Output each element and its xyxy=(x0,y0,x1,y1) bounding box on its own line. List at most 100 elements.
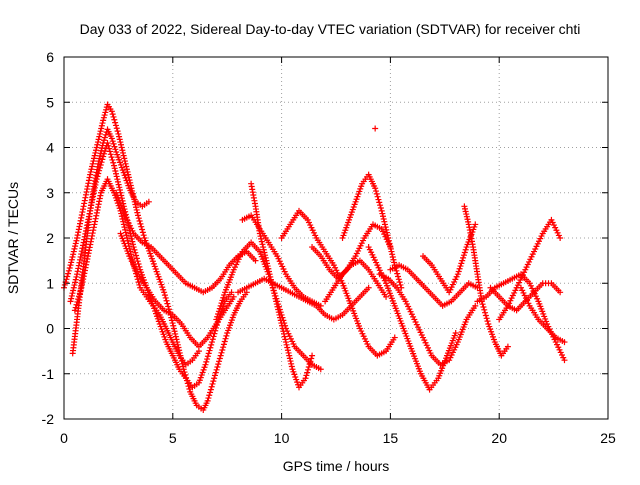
data-point-marker xyxy=(121,158,128,165)
data-point-marker xyxy=(135,261,142,268)
data-point-marker xyxy=(131,246,138,253)
data-point-marker xyxy=(278,320,285,327)
data-point-marker xyxy=(71,307,78,314)
data-point-marker xyxy=(482,312,489,319)
data-point-marker xyxy=(128,235,135,242)
data-point-marker xyxy=(377,202,384,209)
data-point-marker xyxy=(100,117,107,124)
data-point-marker xyxy=(286,352,293,359)
data-point-marker xyxy=(100,114,107,121)
data-point-marker xyxy=(270,287,277,294)
data-point-marker xyxy=(219,346,226,353)
data-point-marker xyxy=(504,343,511,350)
data-point-marker xyxy=(124,168,131,175)
data-point-marker xyxy=(136,218,143,225)
data-point-marker xyxy=(130,262,137,269)
x-tick-label: 25 xyxy=(600,430,616,446)
data-point-marker xyxy=(108,135,115,142)
data-point-marker xyxy=(387,245,394,252)
data-point-marker xyxy=(281,333,288,340)
data-point-marker xyxy=(70,287,77,294)
data-point-marker xyxy=(271,292,278,299)
data-point-marker xyxy=(472,221,479,228)
data-point-marker xyxy=(169,320,176,327)
data-point-marker xyxy=(68,292,75,299)
data-point-marker xyxy=(288,363,295,370)
data-point-marker xyxy=(483,315,490,322)
data-point-marker xyxy=(216,355,223,362)
data-point-marker xyxy=(108,154,115,161)
data-point-marker xyxy=(208,339,215,346)
data-point-marker xyxy=(267,273,274,280)
data-point-marker xyxy=(67,262,74,269)
data-point-marker xyxy=(455,268,462,275)
data-point-marker xyxy=(480,304,487,311)
data-point-marker xyxy=(68,259,75,266)
data-point-marker xyxy=(111,116,118,123)
data-point-marker xyxy=(118,210,125,217)
data-point-marker xyxy=(462,246,469,253)
data-point-marker xyxy=(130,244,137,251)
data-point-marker xyxy=(385,237,392,244)
data-point-marker xyxy=(276,311,283,318)
data-point-marker xyxy=(207,344,214,351)
y-tick-label: 6 xyxy=(46,49,54,65)
data-point-marker xyxy=(221,292,228,299)
data-point-marker xyxy=(220,341,227,348)
data-point-marker xyxy=(264,260,271,267)
data-point-marker xyxy=(304,369,311,376)
data-point-marker xyxy=(459,257,466,264)
data-point-marker xyxy=(163,297,170,304)
data-point-marker xyxy=(133,204,140,211)
data-point-marker xyxy=(113,125,120,132)
data-point-marker xyxy=(472,302,479,309)
y-tick-label: 0 xyxy=(46,321,54,337)
data-point-marker xyxy=(210,378,217,385)
data-point-marker xyxy=(275,309,282,316)
series-sat-h xyxy=(248,180,316,391)
y-tick-label: 4 xyxy=(46,140,54,156)
data-point-marker xyxy=(94,141,101,148)
data-point-marker xyxy=(284,344,291,351)
data-point-marker xyxy=(69,254,76,261)
data-point-marker xyxy=(168,317,175,324)
data-point-marker xyxy=(288,360,295,367)
data-point-marker xyxy=(280,328,287,335)
data-point-marker xyxy=(389,254,396,261)
data-marks xyxy=(61,101,568,413)
data-point-marker xyxy=(129,241,136,248)
data-point-marker xyxy=(377,205,384,212)
data-point-marker xyxy=(275,306,282,313)
data-point-marker xyxy=(123,163,130,170)
data-point-marker xyxy=(117,139,124,146)
y-axis-label: SDTVAR / TECUs xyxy=(5,182,21,294)
series-sat-p xyxy=(376,271,479,368)
data-point-marker xyxy=(203,358,210,365)
data-point-marker xyxy=(170,322,177,329)
data-point-marker xyxy=(282,336,289,343)
y-tick-label: -1 xyxy=(42,366,55,382)
data-point-marker xyxy=(373,190,380,197)
data-point-marker xyxy=(96,130,103,137)
data-point-marker xyxy=(122,160,129,167)
data-point-marker xyxy=(72,279,79,286)
data-point-marker xyxy=(457,263,464,270)
y-tick-labels: -2 -1 0 1 2 3 4 5 6 xyxy=(42,49,55,427)
data-point-marker xyxy=(304,366,311,373)
data-point-marker xyxy=(391,334,398,341)
data-point-marker xyxy=(115,130,122,137)
data-point-marker xyxy=(92,147,99,154)
data-point-marker xyxy=(93,144,100,151)
data-point-marker xyxy=(365,284,372,291)
data-point-marker xyxy=(381,218,388,225)
data-point-marker xyxy=(161,289,168,296)
data-point-marker xyxy=(72,243,79,250)
data-point-marker xyxy=(73,237,80,244)
data-point-marker xyxy=(121,155,128,162)
data-point-marker xyxy=(71,245,78,252)
data-point-marker xyxy=(118,144,125,151)
x-tick-label: 10 xyxy=(274,430,290,446)
data-point-marker xyxy=(207,389,214,396)
x-tick-label: 0 xyxy=(60,430,68,446)
